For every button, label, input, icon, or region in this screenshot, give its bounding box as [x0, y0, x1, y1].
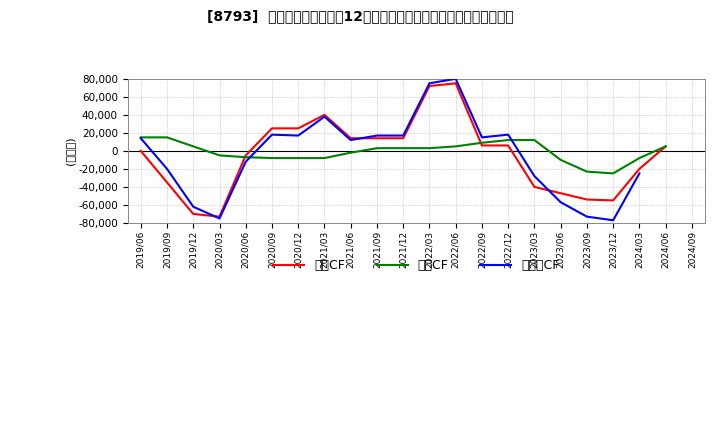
- 営業CF: [294, 126, 302, 131]
- 投資CF: [373, 146, 382, 151]
- 投資CF: [557, 157, 565, 162]
- 投資CF: [504, 137, 513, 143]
- Line: 営業CF: 営業CF: [141, 83, 665, 216]
- 投資CF: [582, 169, 591, 174]
- 投資CF: [661, 144, 670, 149]
- フリーCF: [609, 218, 618, 223]
- 営業CF: [215, 214, 224, 219]
- 投資CF: [399, 146, 408, 151]
- 営業CF: [504, 143, 513, 148]
- 投資CF: [635, 155, 644, 161]
- 投資CF: [294, 155, 302, 161]
- 投資CF: [425, 146, 433, 151]
- フリーCF: [477, 135, 486, 140]
- 営業CF: [137, 148, 145, 154]
- フリーCF: [163, 166, 171, 172]
- 投資CF: [215, 153, 224, 158]
- 営業CF: [425, 83, 433, 88]
- 投資CF: [163, 135, 171, 140]
- フリーCF: [346, 137, 355, 143]
- 営業CF: [373, 136, 382, 141]
- 営業CF: [609, 198, 618, 203]
- 営業CF: [399, 136, 408, 141]
- 営業CF: [477, 143, 486, 148]
- フリーCF: [373, 133, 382, 138]
- フリーCF: [504, 132, 513, 137]
- 営業CF: [346, 136, 355, 141]
- 投資CF: [241, 154, 250, 160]
- 営業CF: [582, 197, 591, 202]
- 投資CF: [609, 171, 618, 176]
- フリーCF: [582, 214, 591, 219]
- Line: 投資CF: 投資CF: [141, 137, 665, 173]
- Legend: 営業CF, 投資CF, フリーCF: 営業CF, 投資CF, フリーCF: [268, 254, 564, 277]
- 営業CF: [661, 144, 670, 149]
- 投資CF: [320, 155, 329, 161]
- 営業CF: [557, 191, 565, 196]
- Text: [8793]  キャッシュフローの12か月移動合計の対前年同期増減額の推移: [8793] キャッシュフローの12か月移動合計の対前年同期増減額の推移: [207, 9, 513, 23]
- 投資CF: [451, 144, 460, 149]
- 投資CF: [530, 137, 539, 143]
- 投資CF: [346, 150, 355, 155]
- フリーCF: [268, 132, 276, 137]
- フリーCF: [635, 171, 644, 176]
- 投資CF: [137, 135, 145, 140]
- フリーCF: [530, 173, 539, 179]
- フリーCF: [451, 76, 460, 81]
- 投資CF: [189, 144, 197, 149]
- フリーCF: [320, 114, 329, 119]
- 投資CF: [477, 140, 486, 145]
- 営業CF: [189, 211, 197, 216]
- 営業CF: [530, 184, 539, 190]
- 営業CF: [163, 180, 171, 185]
- 営業CF: [320, 112, 329, 117]
- 投資CF: [268, 155, 276, 161]
- 営業CF: [268, 126, 276, 131]
- フリーCF: [215, 216, 224, 221]
- 営業CF: [241, 153, 250, 158]
- フリーCF: [294, 133, 302, 138]
- フリーCF: [241, 159, 250, 164]
- Line: フリーCF: フリーCF: [141, 79, 639, 220]
- 営業CF: [635, 166, 644, 172]
- フリーCF: [557, 200, 565, 205]
- フリーCF: [189, 204, 197, 209]
- Y-axis label: (百万円): (百万円): [66, 136, 76, 165]
- フリーCF: [425, 81, 433, 86]
- フリーCF: [137, 136, 145, 141]
- フリーCF: [399, 133, 408, 138]
- 営業CF: [451, 81, 460, 86]
